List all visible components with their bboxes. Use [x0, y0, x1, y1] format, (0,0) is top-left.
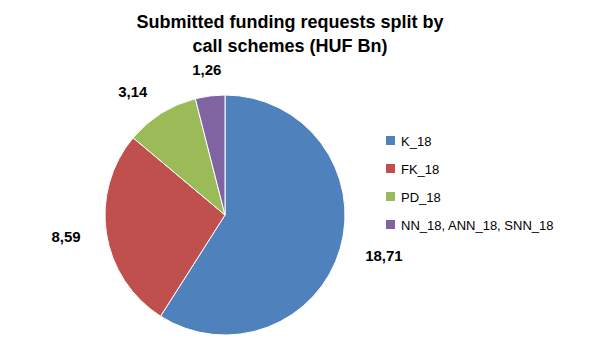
pie: [105, 95, 345, 335]
chart: Submitted funding requests split by call …: [0, 0, 600, 360]
legend-item: K_18: [386, 134, 431, 149]
legend: K_18 FK_18 PD_18 NN_18, ANN_18, SNN_18: [386, 134, 553, 233]
data-label: 18,71: [365, 247, 403, 264]
legend-label: NN_18, ANN_18, SNN_18: [401, 218, 553, 233]
title-line: Submitted funding requests split by: [136, 12, 443, 32]
data-label: 3,14: [118, 83, 148, 100]
pie-slice: [195, 95, 225, 215]
legend-label: K_18: [401, 134, 431, 149]
title-line: call schemes (HUF Bn): [192, 36, 387, 56]
legend-item: FK_18: [386, 162, 439, 177]
legend-item: PD_18: [386, 190, 441, 205]
data-label: 1,26: [192, 61, 221, 78]
legend-item: NN_18, ANN_18, SNN_18: [386, 218, 553, 233]
legend-swatch: [386, 192, 395, 201]
legend-swatch: [386, 164, 395, 173]
data-label: 8,59: [51, 228, 80, 245]
legend-swatch: [386, 220, 395, 229]
legend-label: FK_18: [401, 162, 439, 177]
legend-swatch: [386, 136, 395, 145]
data-labels: 18,71 8,59 3,14 1,26: [51, 61, 402, 264]
legend-label: PD_18: [401, 190, 441, 205]
chart-title: Submitted funding requests split by call …: [136, 12, 443, 56]
